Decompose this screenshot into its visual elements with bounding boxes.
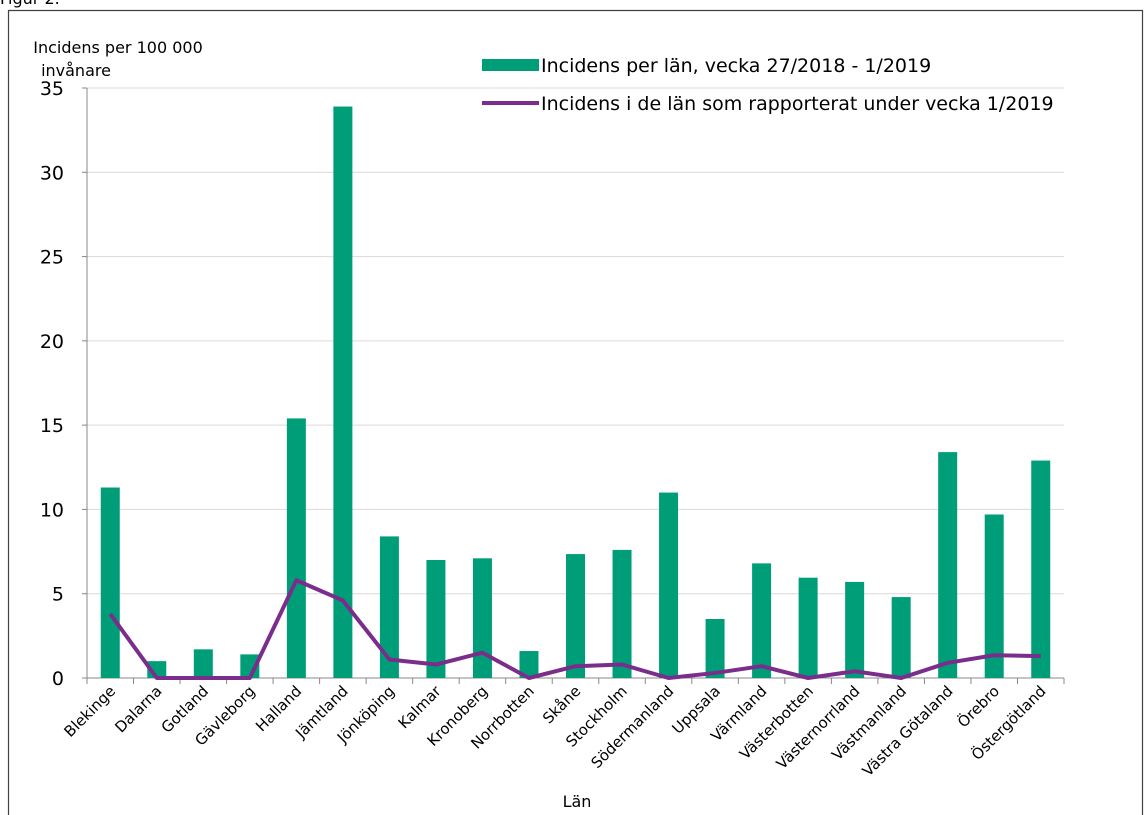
bar <box>798 577 818 678</box>
bar <box>472 558 492 678</box>
bar <box>1031 460 1051 678</box>
series-line <box>108 578 1041 680</box>
bar <box>519 651 539 678</box>
bar <box>938 452 958 678</box>
x-category-label: Västernorrland <box>773 682 864 773</box>
y-tick-label: 20 <box>40 331 64 353</box>
bar <box>612 549 632 678</box>
y-axis-title-line1: Incidens per 100 000 <box>33 38 203 57</box>
bar <box>379 536 399 678</box>
legend-label-line: Incidens i de län som rapporterat under … <box>541 93 1054 115</box>
y-tick-label: 5 <box>52 584 64 606</box>
figure-label: Figur 2. <box>0 0 60 8</box>
bar <box>705 619 725 678</box>
line-series <box>108 578 1041 680</box>
bar <box>984 514 1004 678</box>
y-tick-label: 15 <box>40 415 64 437</box>
x-category-label: Dalarna <box>111 682 165 736</box>
bars <box>100 106 1051 679</box>
bar <box>426 560 446 678</box>
x-axis-title: Län <box>563 792 592 811</box>
legend: Incidens per län, vecka 27/2018 - 1/2019… <box>482 55 1054 115</box>
bar <box>891 597 911 678</box>
y-tick-label: 30 <box>40 162 64 184</box>
bar <box>659 492 679 678</box>
x-category-label: Blekinge <box>61 682 120 741</box>
y-tick-label: 25 <box>40 247 64 269</box>
bar <box>100 487 120 678</box>
y-tick-label: 0 <box>52 668 64 690</box>
y-axis-title-line2: invånare <box>41 61 111 80</box>
bar <box>333 106 353 679</box>
legend-swatch-bars <box>482 59 539 71</box>
gridlines <box>87 87 1064 595</box>
bar <box>566 554 585 678</box>
chart-frame <box>7 9 1144 815</box>
x-category-label: Södermanland <box>588 682 678 772</box>
x-category-label: Skåne <box>539 682 584 727</box>
bar <box>286 418 306 678</box>
y-tick-label: 10 <box>40 499 64 521</box>
y-tick-label: 35 <box>40 78 64 100</box>
bar <box>752 563 772 678</box>
bar <box>193 649 213 678</box>
legend-label-bars: Incidens per län, vecka 27/2018 - 1/2019 <box>541 55 931 77</box>
bar <box>845 581 865 678</box>
